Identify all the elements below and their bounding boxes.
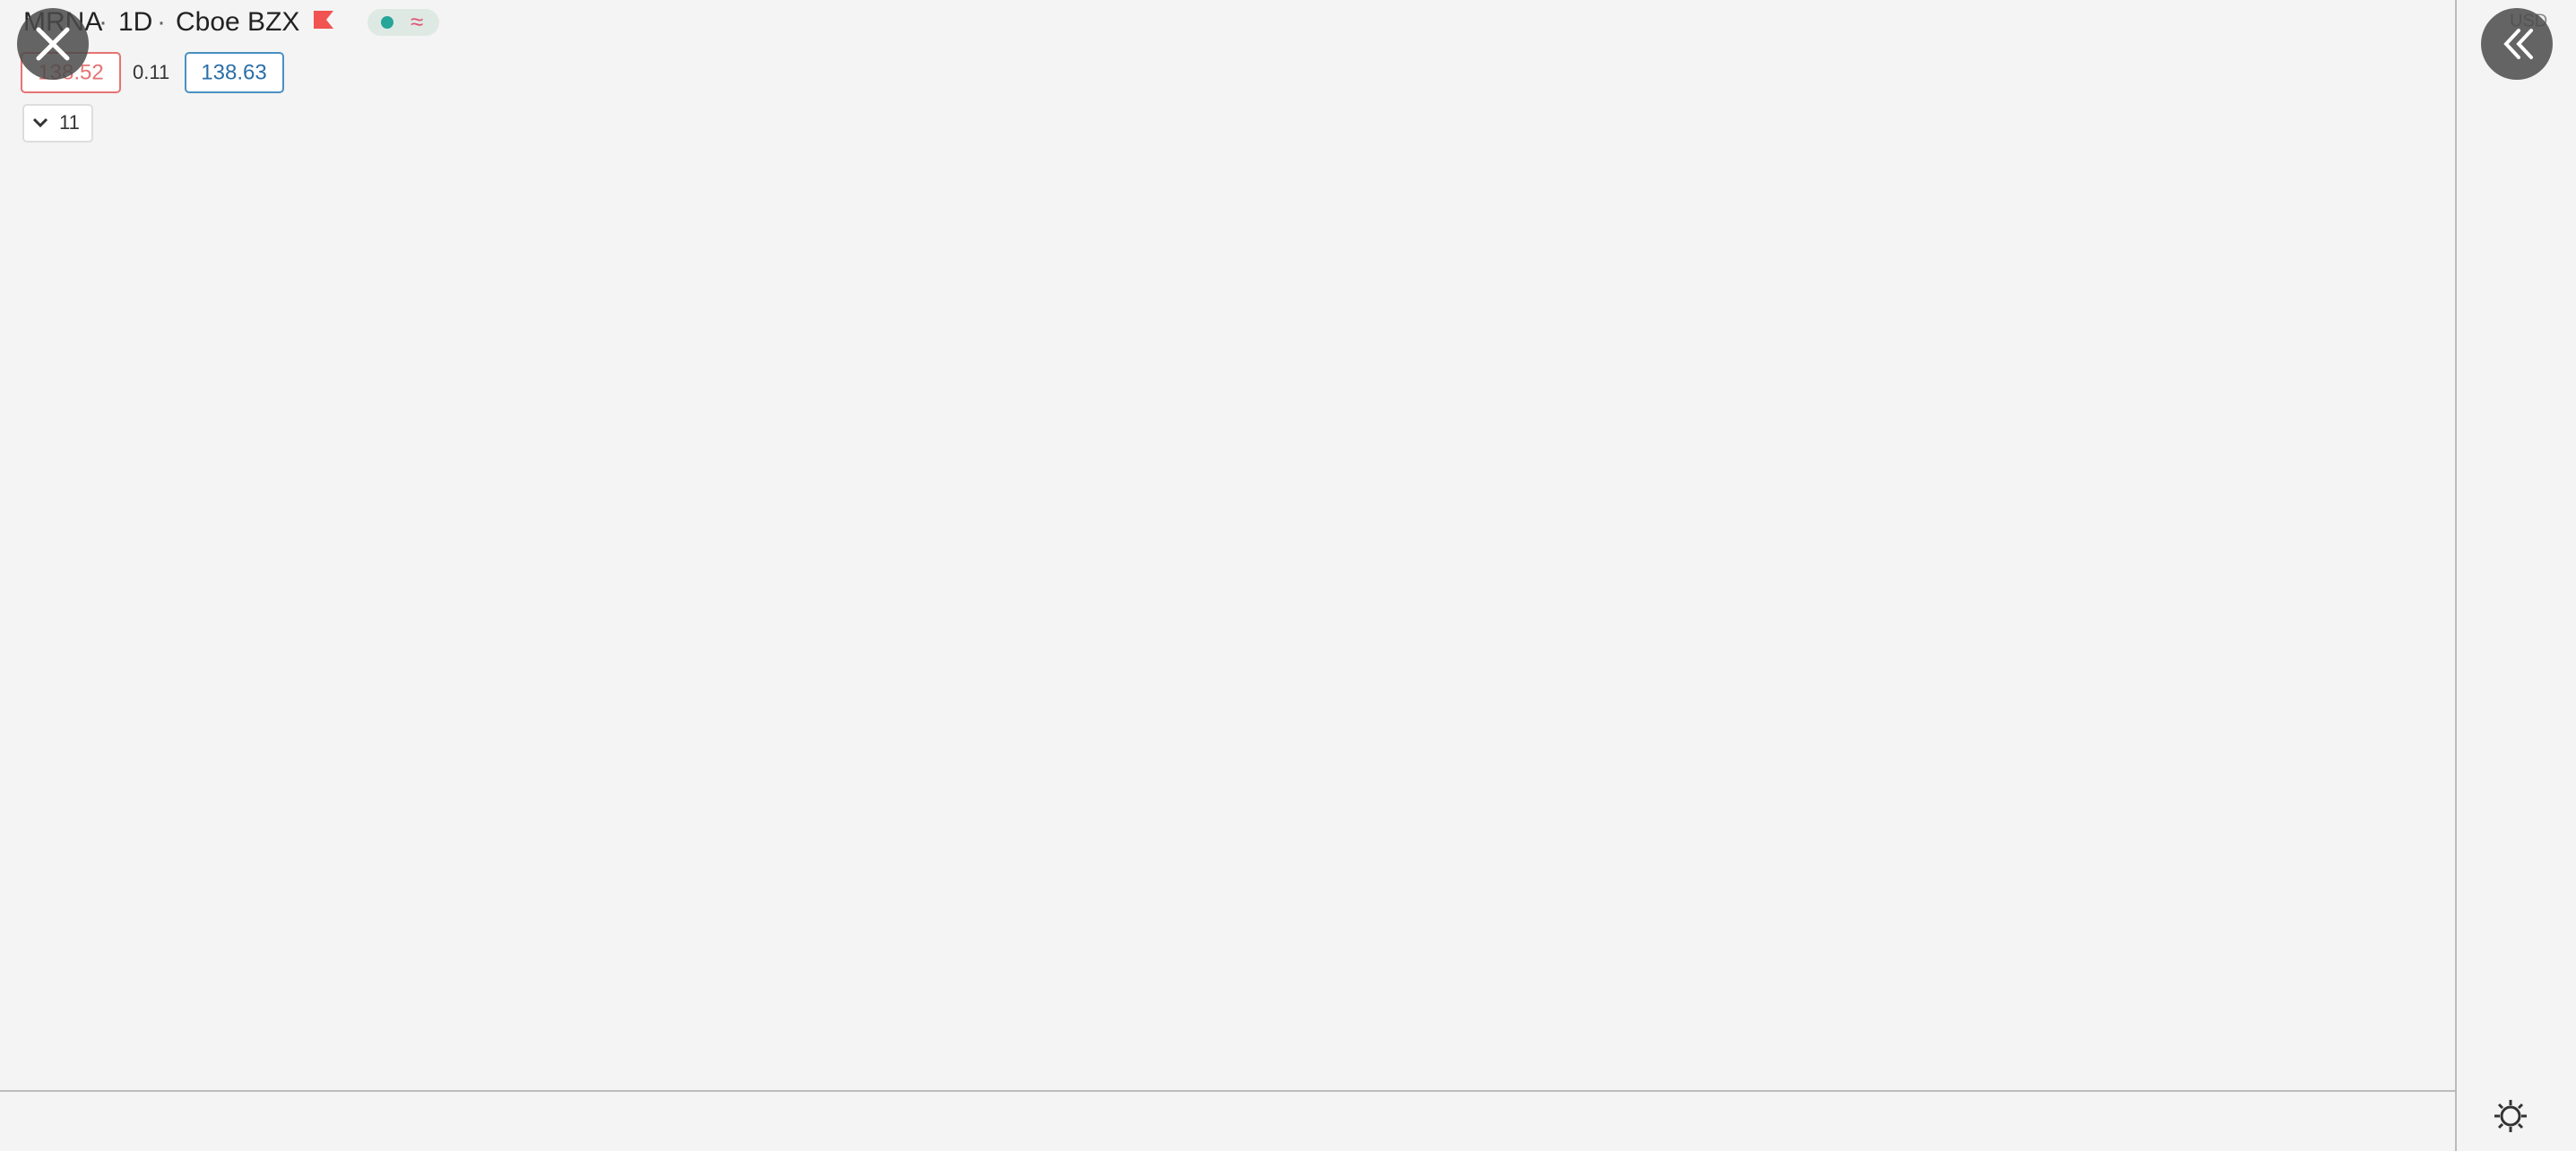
close-icon [36,27,70,61]
gear-icon [2500,1105,2521,1127]
status-pill[interactable] [367,9,439,36]
ask-box[interactable] [185,52,284,93]
status-dot [381,16,393,29]
flag-icon[interactable] [314,11,333,29]
separator: · [157,7,166,37]
exchange: Cboe BZX [176,7,299,37]
indicators-toggle[interactable] [22,104,93,143]
collapse-icon [2503,29,2533,59]
change: 0.11 [133,61,169,83]
gear-teeth [2494,1100,2527,1132]
interval: 1D [118,7,152,37]
settings-button[interactable] [2494,1100,2527,1132]
separator: · [99,7,108,37]
chevron [32,117,48,128]
ask-price: 138.63 [201,60,266,84]
indicators-count: 11 [59,111,80,134]
status-icon: ≈ [411,8,423,35]
